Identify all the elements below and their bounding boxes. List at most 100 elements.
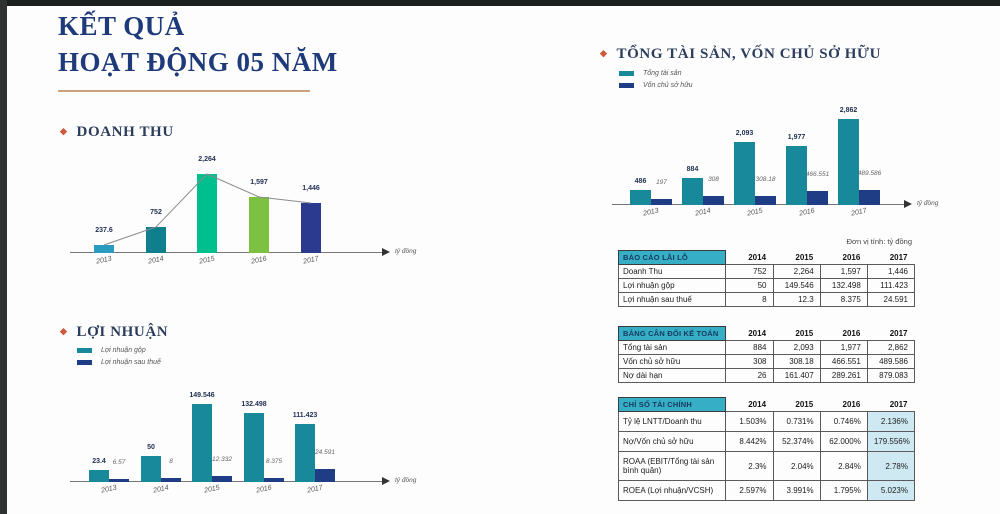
bar-value-label: 2,264 — [198, 156, 216, 163]
year-column-header: 2016 — [842, 399, 861, 409]
cell-value: 2.78% — [866, 451, 916, 481]
legend-item: Lợi nhuận gộp — [77, 344, 161, 356]
cell-value: 179.556% — [866, 431, 916, 452]
table-title: BẢNG CÂN ĐỐI KẾ TOÁN — [617, 326, 727, 341]
tong-tai-san-legend: Tổng tài sản Vốn chủ sở hữu — [619, 67, 693, 91]
legend-item: Lợi nhuận sau thuế — [77, 356, 161, 368]
cell-value: 50 — [725, 278, 774, 293]
cell-value: 8.442% — [725, 431, 774, 452]
axis-unit-label: tỷ đồng — [395, 248, 417, 255]
cell-value: 752 — [725, 264, 774, 279]
bar-value-label: 50 — [147, 444, 155, 451]
section-title-doanh-thu: DOANH THU — [76, 124, 174, 140]
section-title-loi-nhuan: LỢI NHUẬN — [76, 324, 169, 340]
legend-swatch-teal — [77, 347, 92, 353]
bar-secondary-value-label: 8.375 — [265, 458, 283, 465]
cell-value: 161.407 — [772, 368, 821, 383]
row-label: Vốn chủ sở hữu — [617, 354, 727, 369]
bar-2017 — [301, 203, 321, 253]
table-row: Doanh Thu 752 2,264 1,597 1,446 — [617, 264, 916, 279]
cell-value: 2.597% — [725, 480, 774, 501]
legend-label: Lợi nhuận sau thuế — [101, 358, 161, 366]
bar-2016 — [786, 146, 807, 205]
bar-2015 — [734, 142, 755, 205]
x-tick-label: 2013 — [642, 207, 660, 218]
legend-label: Lợi nhuận gộp — [101, 346, 146, 354]
bar-value-label: 752 — [150, 209, 162, 216]
x-tick-label: 2015 — [198, 255, 216, 266]
bar-2017 — [295, 424, 315, 482]
year-column-header: 2017 — [889, 252, 908, 262]
bar-secondary-2014 — [161, 478, 181, 482]
row-label: Nợ dài hạn — [617, 368, 727, 383]
row-label: Tỷ lệ LNTT/Doanh thu — [617, 411, 727, 432]
bar-value-label: 2,093 — [735, 130, 754, 137]
axis-arrow-icon — [382, 477, 390, 485]
trend-line — [103, 173, 312, 246]
bar-secondary-2017 — [859, 190, 880, 205]
diamond-icon: ◆ — [600, 48, 608, 58]
bar-2013 — [89, 470, 109, 482]
x-tick-label: 2014 — [694, 207, 712, 218]
bar-2015 — [197, 174, 217, 253]
cell-value: 489.586 — [866, 354, 916, 369]
table-row: Lợi nhuận sau thuế 8 12.3 8.375 24.591 — [617, 292, 916, 307]
year-column-header: 2014 — [748, 399, 767, 409]
bar-secondary-value-label: 466.551 — [805, 171, 830, 178]
x-tick-label: 2014 — [147, 255, 165, 266]
axis-arrow-icon — [382, 248, 390, 256]
cell-value: 2.136% — [866, 411, 916, 432]
page-title-line1: KẾT QUẢ — [58, 11, 185, 41]
diamond-icon: ◆ — [60, 326, 68, 336]
x-tick-label: 2013 — [100, 484, 118, 495]
cell-value: 1,977 — [819, 340, 868, 355]
bar-value-label: 1,597 — [250, 179, 268, 186]
cell-value: 5.023% — [866, 480, 916, 501]
bar-value-label: 132.498 — [241, 401, 267, 408]
cell-value: 24.591 — [866, 292, 916, 307]
bar-value-label: 23.4 — [92, 458, 106, 465]
bar-value-label: 486 — [634, 178, 647, 185]
cell-value: 12.3 — [772, 292, 821, 307]
x-tick-label: 2016 — [250, 255, 268, 266]
bar-secondary-2013 — [651, 199, 672, 205]
bar-2016 — [249, 197, 269, 253]
bar-2014 — [682, 178, 703, 205]
x-tick-label: 2013 — [95, 255, 113, 266]
cell-value: 62.000% — [819, 431, 868, 452]
row-label: Doanh Thu — [617, 264, 727, 279]
bar-2013 — [94, 245, 114, 253]
table-header-row: CHỈ SỐ TÀI CHÍNH 2014 2015 2016 2017 — [617, 397, 915, 412]
cell-value: 2.3% — [725, 451, 774, 481]
legend-swatch-navy — [619, 82, 634, 88]
x-tick-label: 2015 — [746, 207, 764, 218]
legend-item: Tổng tài sản — [619, 67, 693, 79]
year-column-header: 2015 — [795, 252, 814, 262]
financial-ratios-table: CHỈ SỐ TÀI CHÍNH 2014 2015 2016 2017 Tỷ lệ LN… — [617, 397, 916, 501]
axis-arrow-icon — [904, 200, 912, 208]
table-title: CHỈ SỐ TÀI CHÍNH — [617, 397, 727, 412]
cell-value: 149.546 — [772, 278, 821, 293]
table-row: Vốn chủ sở hữu 308 308.18 466.551 489.586 — [617, 354, 916, 369]
x-tick-label: 2017 — [850, 207, 868, 218]
bar-secondary-value-label: 308.18 — [755, 176, 776, 183]
x-tick-label: 2016 — [798, 207, 816, 218]
year-column-header: 2014 — [748, 328, 767, 338]
cell-value: 8 — [725, 292, 774, 307]
bar-secondary-value-label: 6.57 — [112, 459, 126, 466]
bar-secondary-2015 — [212, 476, 232, 482]
bar-secondary-value-label: 24.591 — [315, 449, 335, 456]
bar-value-label: 1,977 — [787, 134, 806, 141]
bar-secondary-value-label: 12.332 — [212, 456, 232, 463]
table-row: Tỷ lệ LNTT/Doanh thu 1.503% 0.731% 0.746% 2.… — [617, 411, 916, 432]
bar-value-label: 237.6 — [95, 227, 113, 234]
cell-value: 8.375 — [819, 292, 868, 307]
cell-value: 3.991% — [772, 480, 821, 501]
row-label: Lợi nhuận gộp — [617, 278, 727, 293]
bar-value-label: 111.423 — [292, 412, 318, 419]
table-row: Tổng tài sản 884 2,093 1,977 2,862 — [617, 340, 916, 355]
bar-2013 — [630, 190, 651, 205]
section-title-tong-tai-san: TỔNG TÀI SẢN, VỐN CHỦ SỞ HỮU — [616, 46, 882, 62]
row-label: Nợ/Vốn chủ sở hữu — [617, 431, 727, 452]
